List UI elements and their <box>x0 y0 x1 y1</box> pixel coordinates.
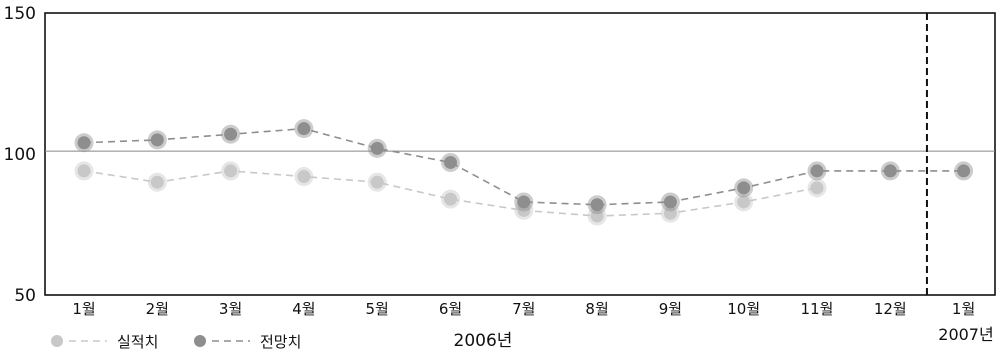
x-tick-label: 6월 <box>439 300 462 318</box>
data-point <box>590 209 604 223</box>
plot-frame <box>44 12 996 296</box>
data-point <box>297 170 311 184</box>
x-tick-label: 5월 <box>366 300 389 318</box>
x-tick-label: 9월 <box>659 300 682 318</box>
data-point <box>224 127 238 141</box>
x-tick-label: 2월 <box>146 300 169 318</box>
legend-label-1: 실적치 <box>117 333 158 351</box>
data-point <box>297 122 311 136</box>
data-point <box>957 164 971 178</box>
y-tick-label: 150 <box>4 4 36 24</box>
data-point <box>77 136 91 150</box>
x-tick-label: 10월 <box>727 300 760 318</box>
year-label-2006: 2006년 <box>454 331 513 351</box>
data-point <box>370 175 384 189</box>
data-point <box>444 155 457 169</box>
data-point <box>810 181 824 195</box>
x-tick-label: 4월 <box>292 300 315 318</box>
data-point <box>370 141 384 155</box>
x-tick-label: 7월 <box>512 300 535 318</box>
data-point <box>150 133 164 147</box>
data-point <box>663 195 677 209</box>
x-tick-label: 1월 <box>72 300 95 318</box>
series-line-1 <box>83 170 818 217</box>
x-tick-label: 3월 <box>219 300 242 318</box>
data-point <box>883 164 897 178</box>
legend-marker-1 <box>51 335 63 347</box>
legend-marker-2 <box>194 335 206 347</box>
data-point <box>517 195 531 209</box>
data-point <box>810 164 824 178</box>
data-point <box>737 195 751 209</box>
y-tick-label: 100 <box>4 145 36 165</box>
data-point <box>663 206 677 220</box>
data-point <box>77 164 91 178</box>
x-tick-label: 11월 <box>801 300 834 318</box>
y-tick-label: 50 <box>14 286 36 306</box>
data-point <box>224 164 238 178</box>
data-point <box>590 198 604 212</box>
data-point <box>444 192 457 206</box>
x-tick-label: 8월 <box>585 300 608 318</box>
data-point <box>150 175 164 189</box>
x-tick-label: 12월 <box>874 300 907 318</box>
year-label-2007: 2007년 <box>938 325 993 344</box>
x-tick-label: 1월 <box>952 300 975 318</box>
data-point <box>737 181 751 195</box>
legend-label-2: 전망치 <box>260 333 301 351</box>
